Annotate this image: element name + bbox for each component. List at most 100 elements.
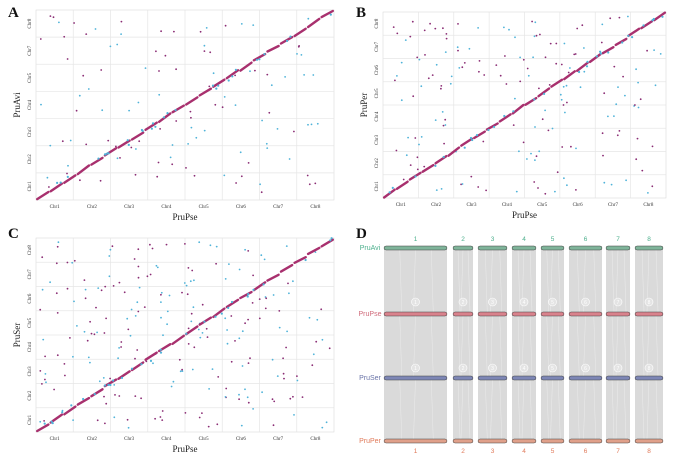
syntenic-dot	[208, 388, 211, 390]
synteny-ribbon	[521, 378, 525, 440]
chromosome-bar	[477, 311, 508, 317]
syntenic-dot	[211, 84, 215, 87]
syntenic-dot	[73, 300, 75, 303]
syntenic-dot	[224, 24, 227, 27]
syntenic-dot	[639, 98, 642, 101]
syntenic-dot	[52, 16, 55, 19]
syntenic-dot	[601, 132, 604, 135]
syntenic-dot	[206, 336, 209, 338]
syntenic-dot	[314, 251, 317, 253]
chromosome-bar	[540, 438, 565, 444]
chromosome-bar	[605, 311, 631, 317]
syntenic-dot	[531, 20, 533, 23]
collinear-block	[225, 69, 240, 80]
synteny-band	[478, 379, 507, 439]
syntenic-dot	[420, 136, 423, 138]
y-tick-label: Chr5	[28, 317, 33, 328]
syntenic-dot	[495, 64, 498, 66]
collinear-block	[472, 130, 487, 140]
syntenic-dot	[487, 128, 490, 132]
syntenic-dot	[562, 104, 565, 106]
syntenic-dot	[431, 74, 434, 76]
syntenic-dot	[316, 318, 319, 321]
chromosome-bar	[452, 438, 474, 444]
syntenic-dot	[246, 396, 249, 399]
chromosome-number-badge	[613, 363, 623, 373]
syntenic-dot	[128, 109, 131, 112]
syntenic-dot	[314, 182, 317, 185]
collinear-block	[171, 104, 186, 114]
collinear-block	[293, 256, 307, 264]
synteny-ribbon	[558, 248, 561, 313]
syntenic-dot	[55, 292, 58, 295]
syntenic-dot	[416, 56, 419, 59]
syntenic-dot	[96, 419, 99, 422]
syntenic-dot	[203, 44, 206, 47]
syntenic-dot	[296, 379, 299, 382]
syntenic-dot	[203, 50, 206, 52]
syntenic-dot	[41, 256, 44, 259]
syntenic-dot	[444, 118, 447, 121]
syntenic-dot	[635, 68, 637, 71]
syntenic-dot	[44, 378, 46, 381]
syntenic-dot	[138, 286, 141, 289]
syntenic-dot	[162, 334, 164, 337]
syntenic-dot	[404, 39, 407, 41]
syntenic-dot	[563, 177, 565, 180]
syntenic-dot	[234, 68, 237, 71]
syntenic-dot	[89, 320, 91, 323]
panel-d: D PruAvi PruPse PruSer PruPer 1 2 3 4 5 6 7 8 1 2 3 4 5 6…	[340, 226, 676, 462]
syntenic-dot	[607, 115, 609, 118]
y-tick-label: Chr7	[28, 45, 33, 56]
syntenic-dot	[554, 190, 556, 193]
syntenic-dot	[51, 422, 54, 425]
syntenic-dot	[585, 65, 589, 68]
syntenic-dot	[260, 254, 263, 257]
syntenic-dot	[224, 317, 227, 320]
syntenic-dot	[286, 330, 288, 333]
syntenic-dot	[227, 306, 230, 309]
collinear-block	[36, 190, 50, 201]
syntenic-dot	[247, 250, 250, 252]
collinear-block	[144, 351, 158, 361]
syntenic-dot	[316, 122, 319, 125]
syntenic-dot	[508, 28, 510, 31]
syntenic-dot	[226, 342, 229, 345]
syntenic-dot	[102, 377, 105, 379]
y-axis-title: PruSer	[12, 323, 22, 348]
syntenic-dot	[570, 145, 572, 148]
syntenic-dot	[120, 20, 123, 23]
syntenic-dot	[251, 302, 254, 304]
collinear-block	[36, 423, 50, 433]
syntenic-dot	[297, 45, 300, 48]
syntenic-dot	[435, 189, 438, 192]
syntenic-dot	[211, 368, 214, 370]
chromosome-bar	[568, 245, 603, 251]
syntenic-dot	[223, 174, 226, 177]
syntenic-dot	[538, 87, 540, 90]
chromosome-number: 7	[617, 300, 620, 306]
collinear-block	[76, 164, 91, 176]
syntenic-dot	[193, 279, 195, 282]
syntenic-dot	[567, 71, 570, 74]
syntenic-dot	[84, 297, 87, 300]
x-tick-label: Chr8	[310, 205, 321, 210]
syntenic-dot	[152, 362, 154, 365]
syntenic-dot	[263, 258, 266, 261]
syntenic-dot	[519, 80, 522, 83]
syntenic-dot	[549, 42, 552, 45]
syntenic-dot	[241, 365, 244, 367]
syntenic-dot	[566, 184, 568, 187]
top-chromosome-number: 4	[522, 236, 526, 243]
syntenic-dot	[46, 176, 49, 179]
syntenic-dot	[126, 317, 129, 320]
synteny-ribbon	[460, 378, 464, 440]
collinear-block	[130, 131, 145, 141]
syntenic-dot	[66, 287, 69, 290]
x-tick-label: Chr4	[502, 203, 513, 208]
syntenic-dot	[44, 373, 47, 375]
genome-label: PruSer	[359, 375, 381, 382]
syntenic-dot	[84, 288, 87, 291]
syntenic-dot	[499, 74, 502, 77]
syntenic-dot	[625, 179, 627, 182]
